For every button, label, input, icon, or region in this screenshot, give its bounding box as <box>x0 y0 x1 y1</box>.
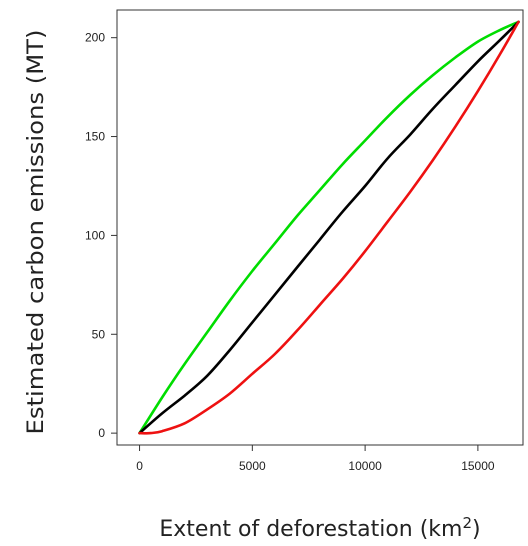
y-axis-title: Estimated carbon emissions (MT) <box>24 30 49 435</box>
x-axis-title-main: Extent of deforestation (km <box>159 517 462 542</box>
x-tick-label: 5000 <box>239 459 266 473</box>
red-series-line <box>138 20 520 435</box>
y-tick-label: 50 <box>92 327 106 341</box>
plot-frame <box>116 9 524 446</box>
y-tick-label: 100 <box>85 228 105 242</box>
series-group <box>138 20 520 435</box>
x-axis-title: Extent of deforestation (km2) <box>159 514 480 542</box>
x-axis-title-superscript: 2 <box>462 514 472 532</box>
black-series-line <box>138 20 520 435</box>
y-axis: 0 50 100 150 200 <box>85 31 117 440</box>
x-axis: 0 5000 10000 15000 <box>136 445 495 473</box>
y-tick-label: 0 <box>98 426 105 440</box>
x-tick-label: 15000 <box>461 459 495 473</box>
x-tick-label: 0 <box>136 459 143 473</box>
green-series-line <box>138 20 520 435</box>
y-tick-label: 150 <box>85 130 105 144</box>
y-tick-label: 200 <box>85 31 105 45</box>
x-axis-title-suffix: ) <box>472 517 481 542</box>
x-tick-label: 10000 <box>348 459 382 473</box>
